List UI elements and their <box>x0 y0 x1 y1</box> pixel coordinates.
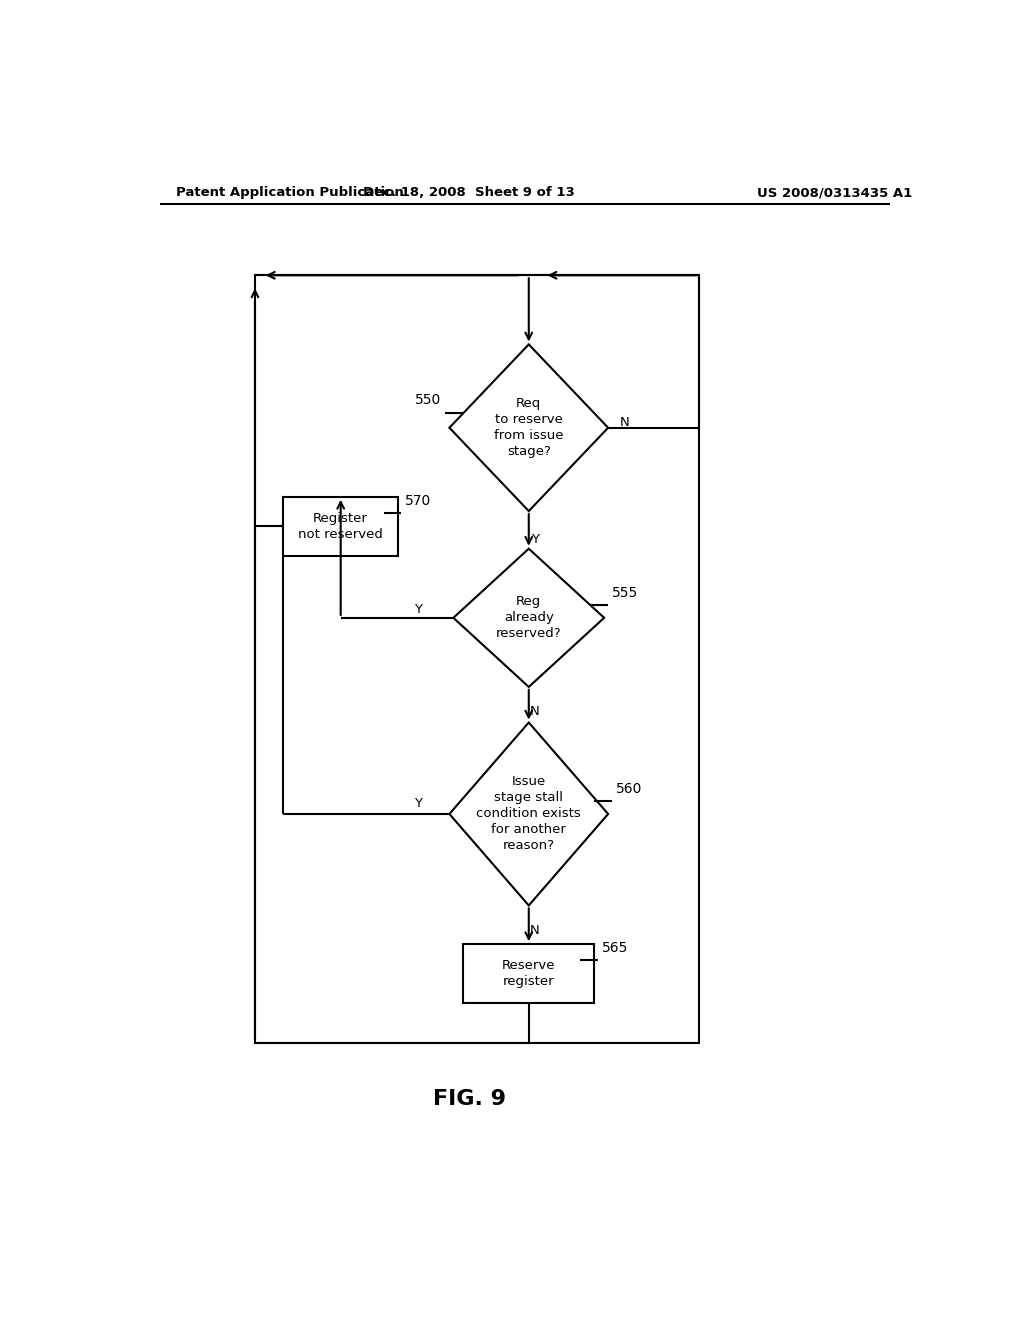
Text: 570: 570 <box>404 494 431 508</box>
Text: Register
not reserved: Register not reserved <box>298 512 383 541</box>
Text: Req
to reserve
from issue
stage?: Req to reserve from issue stage? <box>494 397 563 458</box>
Text: N: N <box>530 705 540 718</box>
Text: Y: Y <box>414 797 422 810</box>
Text: Dec. 18, 2008  Sheet 9 of 13: Dec. 18, 2008 Sheet 9 of 13 <box>364 186 575 199</box>
Bar <box>284 496 398 556</box>
Text: Reserve
register: Reserve register <box>502 960 555 989</box>
Text: Y: Y <box>531 533 539 546</box>
Text: 550: 550 <box>415 393 441 408</box>
Text: 560: 560 <box>616 781 642 796</box>
Text: N: N <box>530 924 540 937</box>
Text: N: N <box>620 416 630 429</box>
Text: FIG. 9: FIG. 9 <box>433 1089 506 1109</box>
Text: Y: Y <box>414 603 422 616</box>
Text: US 2008/0313435 A1: US 2008/0313435 A1 <box>757 186 912 199</box>
Text: Reg
already
reserved?: Reg already reserved? <box>496 595 561 640</box>
Bar <box>463 944 594 1003</box>
Text: Patent Application Publication: Patent Application Publication <box>176 186 403 199</box>
Text: 565: 565 <box>602 941 629 956</box>
Text: 555: 555 <box>612 586 638 599</box>
Text: Issue
stage stall
condition exists
for another
reason?: Issue stage stall condition exists for a… <box>476 775 582 853</box>
Bar <box>255 276 699 1043</box>
